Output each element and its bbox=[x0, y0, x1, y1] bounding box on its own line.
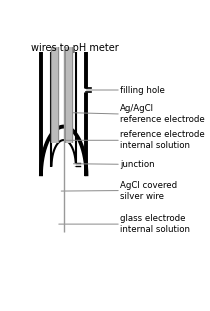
Text: junction: junction bbox=[120, 160, 155, 169]
Text: reference electrode
internal solution: reference electrode internal solution bbox=[120, 130, 205, 150]
Text: wires to pH meter: wires to pH meter bbox=[31, 43, 119, 53]
Text: AgCl covered
silver wire: AgCl covered silver wire bbox=[120, 180, 177, 201]
Text: Ag/AgCl
reference electrode: Ag/AgCl reference electrode bbox=[120, 104, 205, 124]
Text: filling hole: filling hole bbox=[120, 86, 165, 95]
Text: glass electrode
internal solution: glass electrode internal solution bbox=[120, 214, 190, 234]
